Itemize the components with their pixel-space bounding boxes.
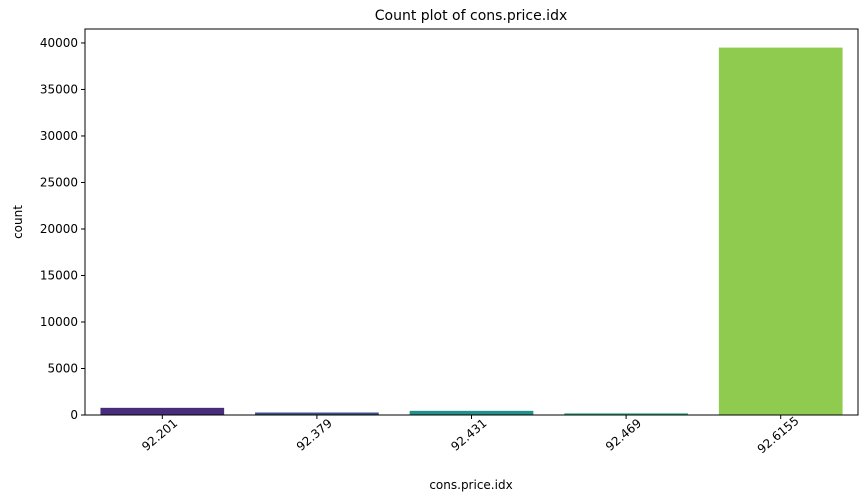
x-tick-label: 92.379 bbox=[294, 416, 335, 454]
bar-4 bbox=[718, 47, 843, 415]
y-axis-label: count bbox=[11, 205, 25, 239]
y-tick-label: 5000 bbox=[47, 361, 78, 375]
bar-2 bbox=[409, 410, 534, 415]
bar-0 bbox=[100, 407, 225, 415]
plot-frame bbox=[84, 28, 859, 416]
y-tick-label: 10000 bbox=[40, 315, 78, 329]
y-tick-label: 35000 bbox=[40, 82, 78, 96]
y-tick-label: 15000 bbox=[40, 268, 78, 282]
y-tick-label: 40000 bbox=[40, 36, 78, 50]
chart-title: Count plot of cons.price.idx bbox=[375, 8, 568, 24]
x-axis-label: cons.price.idx bbox=[429, 478, 512, 492]
y-tick-label: 30000 bbox=[40, 129, 78, 143]
x-tick-label: 92.431 bbox=[448, 416, 489, 454]
x-tick-label: 92.201 bbox=[139, 416, 180, 454]
y-tick-label: 20000 bbox=[40, 222, 78, 236]
y-tick-label: 25000 bbox=[40, 175, 78, 189]
x-axis: 92.201 92.379 92.431 92.469 92.6155 bbox=[139, 414, 801, 457]
bar-3 bbox=[564, 413, 688, 415]
y-axis: 0 5000 10000 15000 20000 25000 30000 35000 40000 bbox=[40, 36, 85, 422]
x-tick-label: 92.6155 bbox=[755, 414, 802, 457]
bar-1 bbox=[255, 412, 379, 415]
plot-area bbox=[100, 47, 843, 415]
y-tick-label: 0 bbox=[70, 408, 78, 422]
x-tick-label: 92.469 bbox=[603, 416, 644, 454]
